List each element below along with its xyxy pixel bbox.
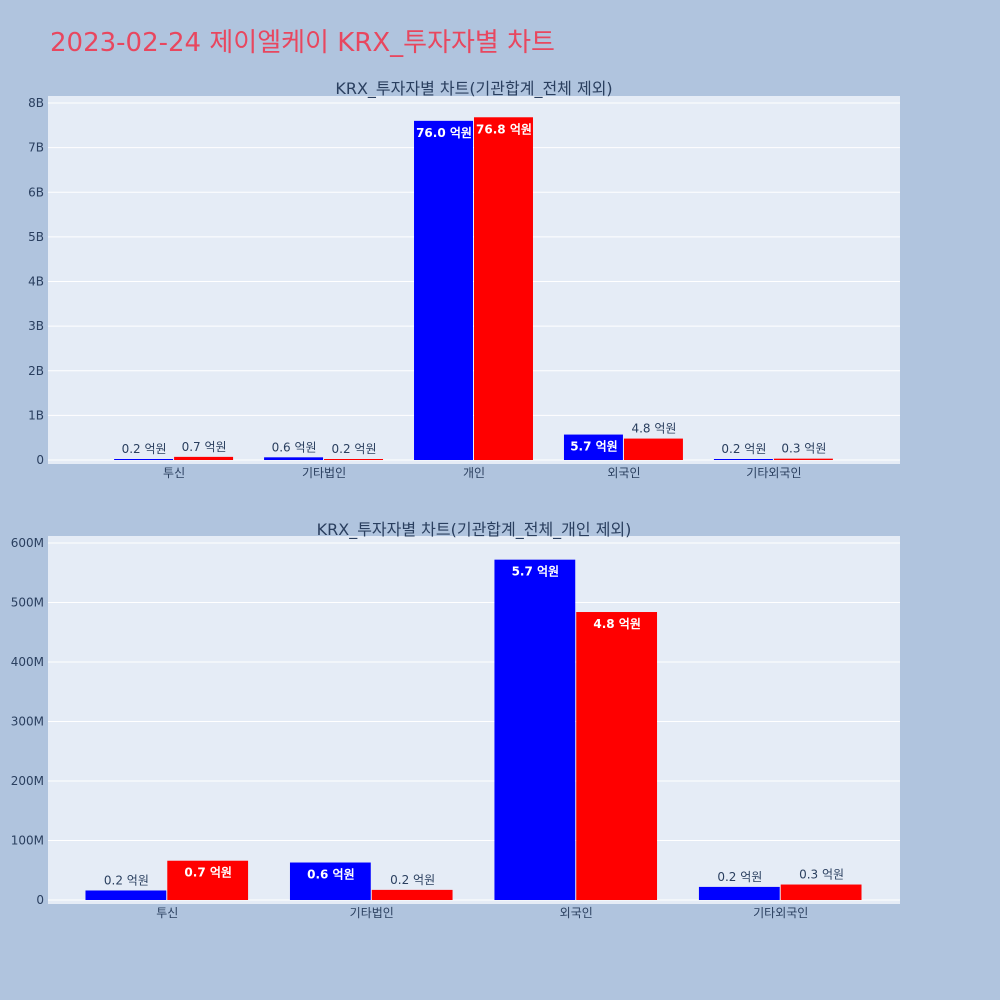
plot-area <box>48 536 900 904</box>
data-label: 0.2 억원 <box>332 442 377 456</box>
bar <box>474 117 533 460</box>
x-tick-label: 기타법인 <box>350 906 394 920</box>
y-tick-label: 600M <box>11 536 44 550</box>
bar <box>264 457 324 460</box>
data-label: 76.8 억원 <box>476 122 532 136</box>
data-label: 4.8 억원 <box>593 617 641 631</box>
y-tick-label: 0 <box>36 453 44 467</box>
bar <box>623 438 683 460</box>
data-label: 5.7 억원 <box>570 440 618 454</box>
chart-2: 0 100M 200M 300M 400M 500M 600M KRX_투자자별 차트(기관합… <box>11 520 900 920</box>
data-label: 0.2 억원 <box>717 870 762 884</box>
y-tick-label: 500M <box>11 596 44 610</box>
data-label: 0.2 억원 <box>721 442 766 456</box>
y-tick-label: 3B <box>28 319 44 333</box>
y-tick-label: 200M <box>11 774 44 788</box>
data-label: 4.8 억원 <box>631 422 676 436</box>
bar <box>576 612 658 900</box>
y-tick-label: 0 <box>36 893 44 907</box>
y-tick-label: 8B <box>28 96 44 110</box>
y-tick-label: 6B <box>28 185 44 199</box>
bar <box>773 458 833 460</box>
data-label: 5.7 억원 <box>512 565 560 579</box>
data-label: 0.3 억원 <box>799 868 844 882</box>
x-tick-label: 기타법인 <box>302 466 346 480</box>
bar <box>698 886 780 900</box>
y-tick-label: 100M <box>11 834 44 848</box>
x-tick-label: 투신 <box>156 906 178 920</box>
y-tick-label: 4B <box>28 275 44 289</box>
y-tick-label: 5B <box>28 230 44 244</box>
data-label: 0.2 억원 <box>104 873 149 887</box>
bar <box>414 120 473 460</box>
x-tick-label: 기타외국인 <box>746 466 801 480</box>
y-tick-label: 1B <box>28 408 44 422</box>
x-tick-label: 기타외국인 <box>753 906 808 920</box>
bar <box>167 860 249 900</box>
data-label: 76.0 억원 <box>416 126 472 140</box>
chart-title: KRX_투자자별 차트(기관합계_전체_개인 제외) <box>317 520 632 540</box>
y-tick-label: 2B <box>28 364 44 378</box>
x-tick-label: 투신 <box>163 466 185 480</box>
data-label: 0.2 억원 <box>122 442 167 456</box>
bar <box>289 862 371 900</box>
chart-1: 0 1B 2B 3B 4B 5B 6B 7B 8B KRX_투자자별 차트(기관합계_전체 제외)… <box>28 79 900 480</box>
bar <box>713 459 773 460</box>
data-label: 0.6 억원 <box>272 440 317 454</box>
bar <box>114 459 174 460</box>
data-label: 0.6 억원 <box>307 868 355 882</box>
y-tick-label: 7B <box>28 141 44 155</box>
y-tick-label: 300M <box>11 715 44 729</box>
bar <box>174 456 234 460</box>
bar <box>324 459 384 460</box>
data-label: 0.7 억원 <box>182 440 227 454</box>
bar <box>85 890 167 900</box>
bar <box>371 889 453 900</box>
page-title: 2023-02-24 제이엘케이 KRX_투자자별 차트 <box>50 28 555 58</box>
data-label: 0.2 억원 <box>390 873 435 887</box>
data-label: 0.7 억원 <box>184 866 232 880</box>
bar <box>494 559 576 900</box>
bar <box>780 884 862 900</box>
x-tick-label: 외국인 <box>607 466 640 480</box>
data-label: 0.3 억원 <box>781 442 826 456</box>
y-tick-label: 400M <box>11 655 44 669</box>
x-tick-label: 개인 <box>463 466 485 480</box>
x-tick-label: 외국인 <box>560 906 593 920</box>
chart-title: KRX_투자자별 차트(기관합계_전체 제외) <box>335 79 612 99</box>
bar <box>563 434 623 460</box>
